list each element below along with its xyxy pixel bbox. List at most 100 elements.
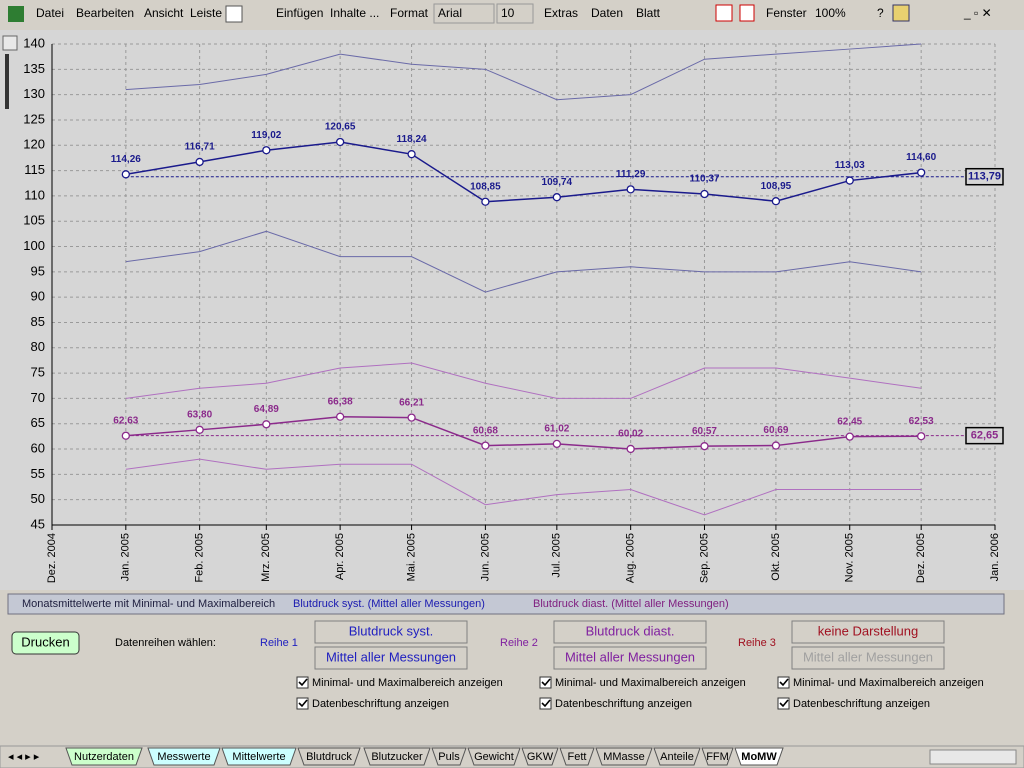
checkbox[interactable]: [296, 676, 309, 689]
grid-icon[interactable]: [225, 5, 243, 23]
sheet-tab[interactable]: [297, 747, 361, 766]
mode-button[interactable]: [314, 646, 468, 670]
y-tick-label: 140: [23, 35, 45, 50]
menu-item[interactable]: Datei: [36, 6, 64, 20]
row-label: Reihe 2: [500, 637, 538, 649]
mode-button[interactable]: [553, 646, 707, 670]
x-tick-label: Aug. 2005: [625, 533, 637, 583]
icon-chart[interactable]: [892, 4, 910, 22]
sheet-tab[interactable]: [65, 747, 143, 766]
menu-item[interactable]: Blatt: [636, 6, 661, 20]
collapse-button[interactable]: [2, 35, 18, 51]
sheet-tab[interactable]: [701, 747, 734, 766]
sheet-tab-label: GKW: [527, 751, 554, 763]
y-tick-label: 50: [31, 491, 45, 506]
x-tick-label: Nov. 2005: [844, 533, 856, 582]
y-tick-label: 80: [31, 339, 45, 354]
checkbox[interactable]: [296, 697, 309, 710]
series-line: [125, 43, 922, 101]
zoom[interactable]: 100%: [815, 6, 846, 20]
series-button[interactable]: [791, 620, 945, 644]
sheet-tab[interactable]: [467, 747, 521, 766]
checkbox-label: Minimal- und Maximalbereich anzeigen: [793, 677, 984, 689]
series-line: [125, 141, 922, 203]
sheet-tab-label: Messwerte: [157, 751, 210, 763]
menu-item[interactable]: Bearbeiten: [76, 6, 134, 20]
sheet-tab[interactable]: [653, 747, 701, 766]
data-label: 60,69: [763, 425, 788, 436]
series-button[interactable]: [314, 620, 468, 644]
menu-item[interactable]: Einfügen: [276, 6, 323, 20]
window-controls[interactable]: _ ▫ ✕: [963, 6, 992, 20]
legend-text: Blutdruck diast. (Mittel aller Messungen…: [533, 598, 729, 610]
icon-box[interactable]: [739, 4, 755, 22]
menu-item[interactable]: Daten: [591, 6, 623, 20]
y-tick-label: 135: [23, 61, 45, 76]
menu-item[interactable]: Ansicht: [144, 6, 184, 20]
x-tick-label: Jun. 2005: [479, 533, 491, 581]
sheet-tab[interactable]: [559, 747, 595, 766]
menu-item[interactable]: Extras: [544, 6, 578, 20]
font-field[interactable]: [433, 3, 495, 24]
data-point: [700, 189, 709, 199]
checkmark: [298, 678, 308, 687]
sheet-tab[interactable]: [221, 747, 297, 766]
menu-item[interactable]: Fenster: [766, 6, 807, 20]
data-label: 113,03: [835, 160, 865, 171]
data-point: [481, 197, 490, 206]
reference-label: 113,79: [968, 171, 1001, 183]
y-tick-label: 95: [31, 263, 45, 278]
data-point: [195, 425, 204, 434]
sheet-tab[interactable]: [431, 747, 467, 766]
data-label: 61,02: [544, 424, 569, 435]
y-tick-label: 65: [31, 415, 45, 430]
data-point: [262, 146, 271, 155]
mode-button-label: Mittel aller Messungen: [565, 649, 695, 664]
data-point: [262, 420, 271, 429]
sheet-tab-label: Puls: [438, 751, 460, 763]
data-point: [845, 176, 854, 185]
tab-nav[interactable]: ◂ ◂ ▸ ▸: [8, 751, 40, 763]
series-button-label: keine Darstellung: [818, 623, 918, 638]
scroll-handle: [5, 54, 9, 109]
checkbox[interactable]: [777, 697, 790, 710]
data-point: [626, 185, 635, 194]
data-point: [407, 413, 416, 422]
data-point: [335, 137, 345, 147]
checkbox[interactable]: [539, 676, 552, 689]
data-label: 116,71: [185, 142, 215, 153]
menu-item[interactable]: Format: [390, 6, 429, 20]
data-label: 62,45: [837, 416, 862, 427]
icon-box[interactable]: [715, 4, 733, 22]
sheet-tab[interactable]: [734, 747, 784, 766]
mode-button-label: Mittel aller Messungen: [326, 649, 456, 664]
checkbox[interactable]: [539, 697, 552, 710]
font-size: 10: [501, 6, 515, 20]
checkmark: [541, 699, 551, 708]
sheet-tab[interactable]: [363, 747, 431, 766]
print-button[interactable]: [11, 631, 80, 655]
menu-item[interactable]: ?: [877, 6, 884, 20]
x-tick-label: Feb. 2005: [194, 533, 206, 583]
checkmark: [779, 699, 789, 708]
sheet-tab[interactable]: [147, 747, 221, 766]
checkbox[interactable]: [777, 676, 790, 689]
menu-item[interactable]: Inhalte ...: [330, 6, 379, 20]
x-tick-label: Jan. 2006: [989, 533, 1001, 581]
legend-bar: [7, 593, 1005, 615]
x-tick-label: Mrz. 2005: [260, 533, 272, 582]
mode-button-label: Mittel aller Messungen: [803, 649, 933, 664]
select-label: Datenreihen wählen:: [115, 637, 216, 649]
data-label: 64,89: [254, 404, 279, 415]
sheet-tab-label: MoMW: [741, 751, 777, 763]
series-button[interactable]: [553, 620, 707, 644]
sheet-tab[interactable]: [521, 747, 559, 766]
h-scrollbar[interactable]: [929, 749, 1017, 765]
x-tick-label: Jul. 2005: [551, 533, 563, 578]
sheet-tab[interactable]: [595, 747, 653, 766]
size-field[interactable]: [496, 3, 534, 24]
menu-item[interactable]: Leiste: [190, 6, 222, 20]
row-label: Reihe 3: [738, 637, 776, 649]
app-icon: [8, 6, 24, 22]
data-label: 111,29: [616, 169, 646, 180]
